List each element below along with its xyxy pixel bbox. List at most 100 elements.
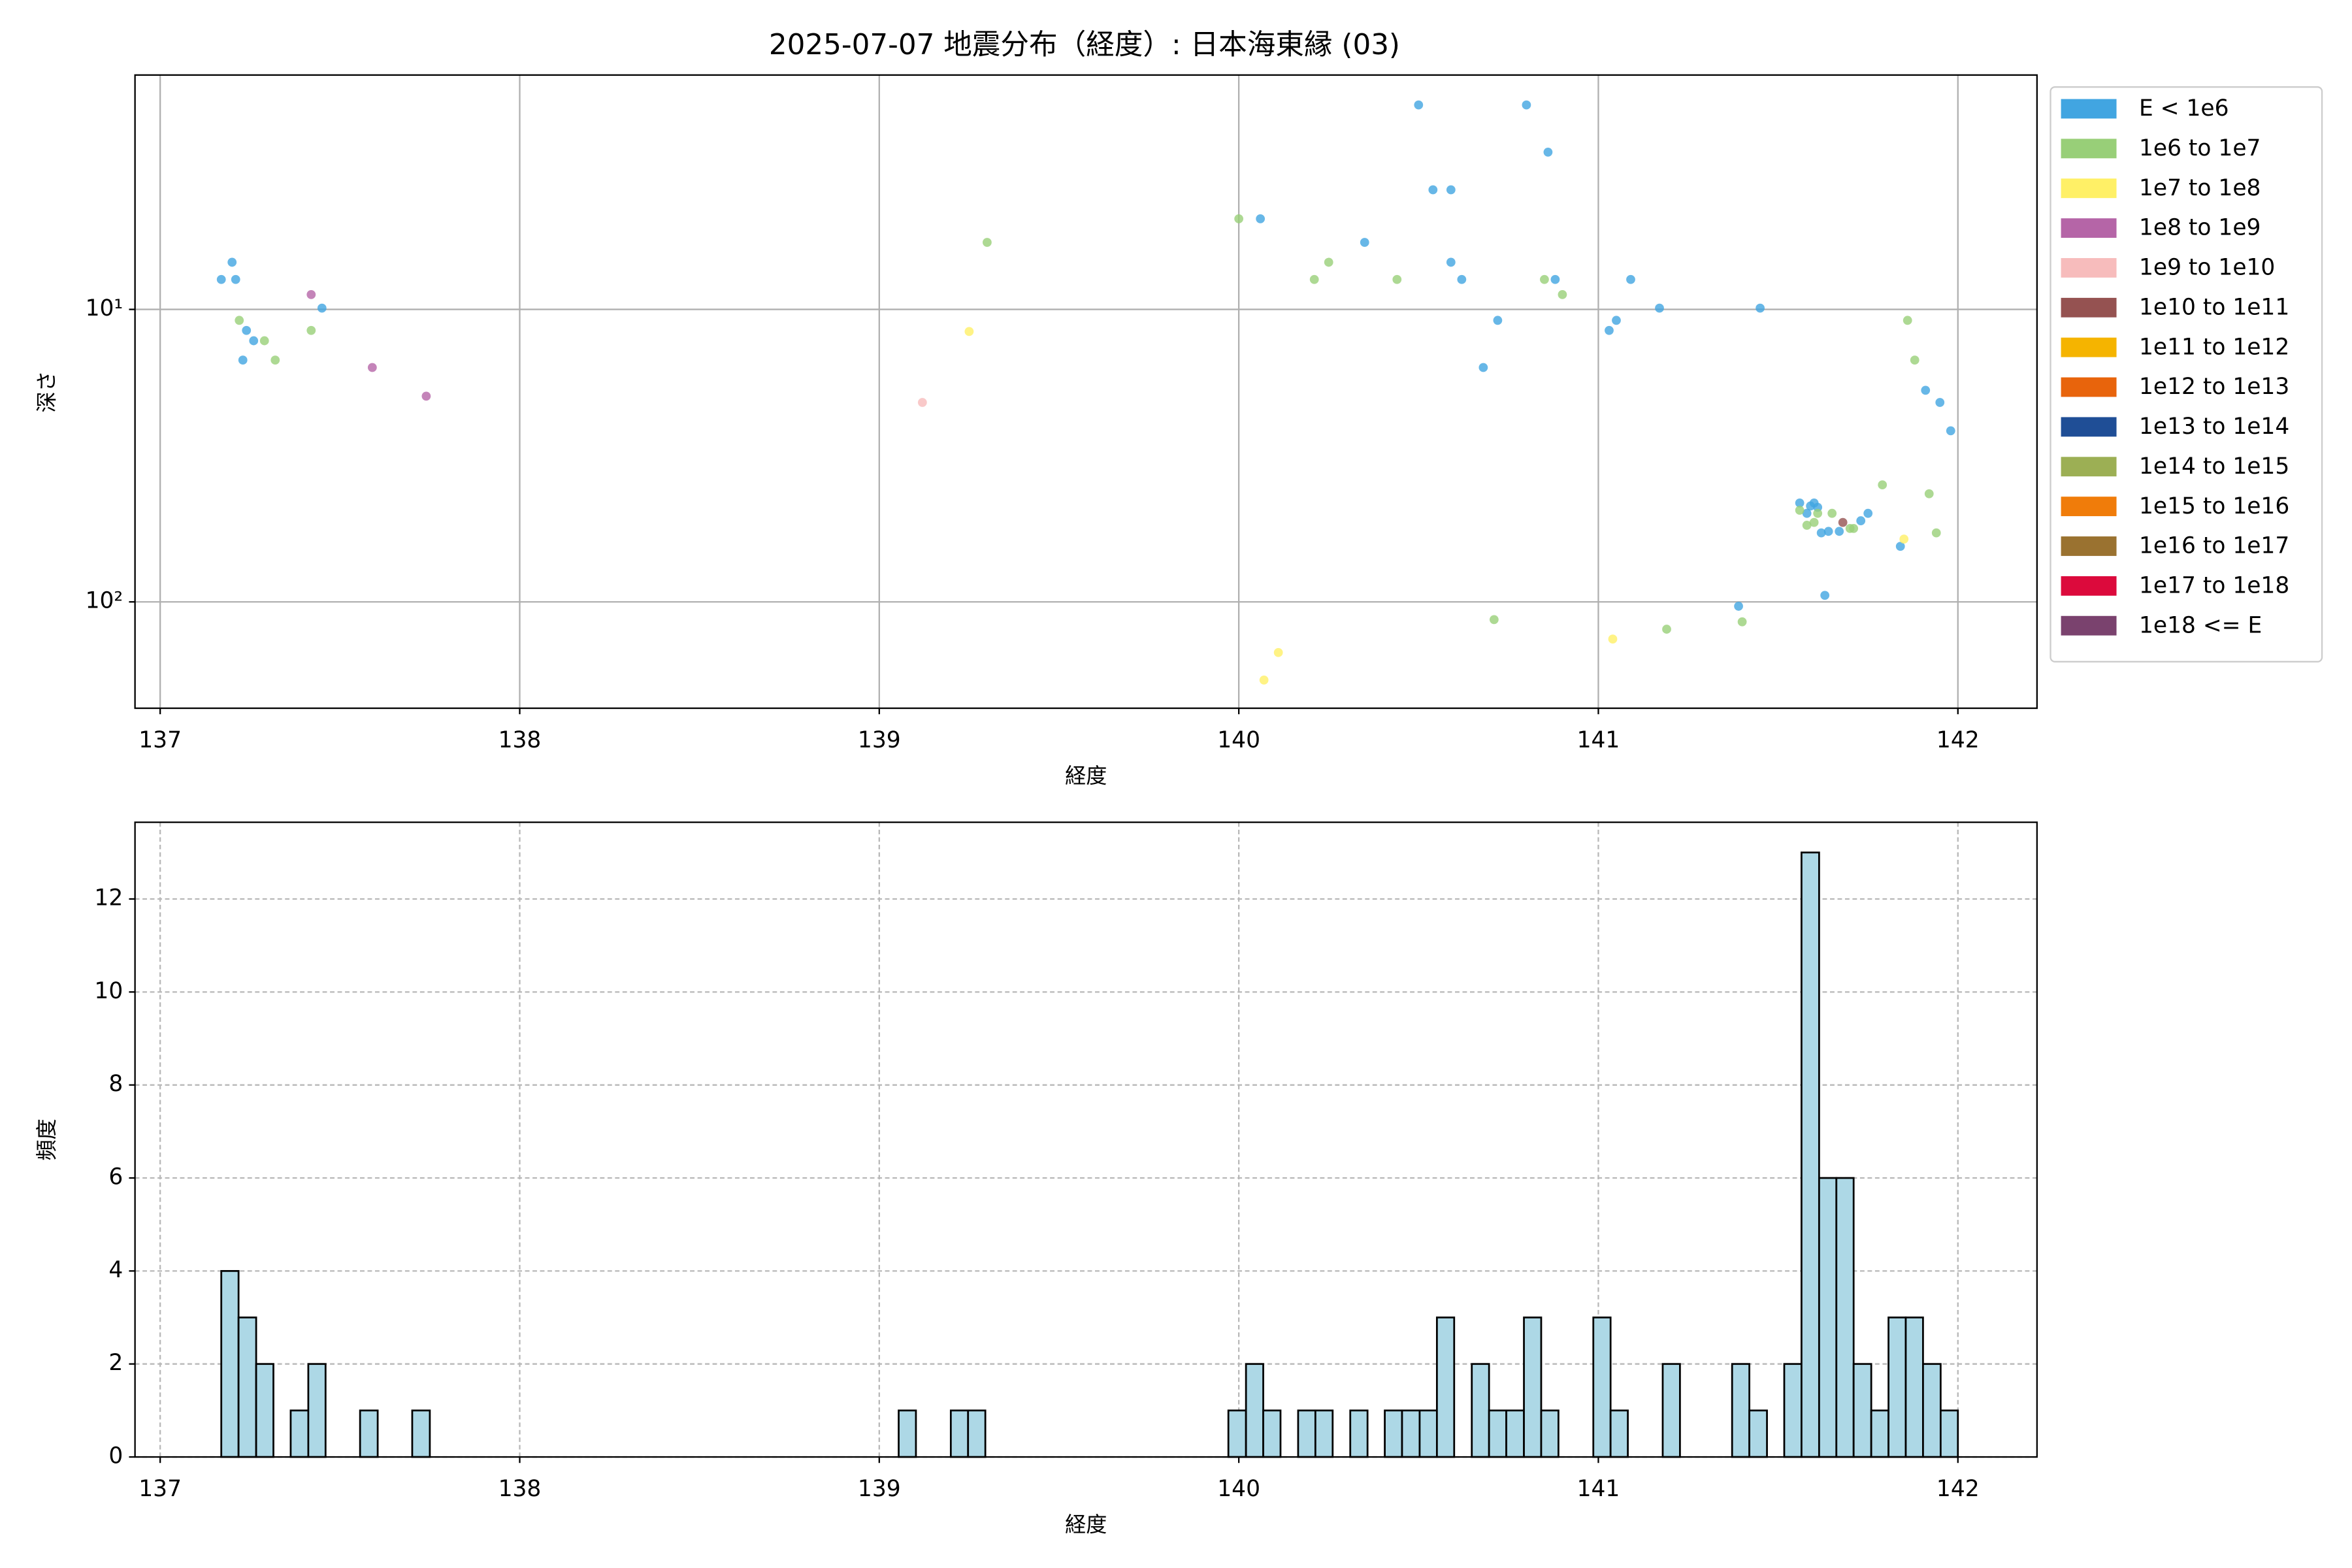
scatter-point [421,391,431,401]
y-tick-label: 12 [94,885,123,911]
x-tick-label: 137 [139,727,182,753]
histogram-bar [1818,1177,1838,1458]
x-tick-label: 142 [1936,1476,1980,1502]
scatter-point [1835,527,1844,536]
histogram-bar [1401,1409,1421,1458]
y-tick-label: 0 [108,1443,123,1469]
scatter-point [1493,316,1503,325]
scatter-point [1820,591,1830,600]
scatter-point [1795,506,1805,515]
scatter-point [270,355,280,365]
legend-swatch [2061,536,2117,556]
legend-label: 1e13 to 1e14 [2139,414,2289,440]
scatter-point [259,336,269,346]
legend-label: 1e9 to 1e10 [2139,255,2275,281]
scatter-point [1309,274,1319,284]
histogram-bar [1505,1409,1525,1458]
legend-label: 1e15 to 1e16 [2139,493,2289,519]
histogram-bar [1592,1316,1612,1458]
histogram-bar [1314,1409,1334,1458]
scatter-point [231,274,240,284]
y-tick-label: 10² [86,588,123,614]
legend-swatch [2061,497,2117,517]
scatter-point [1931,528,1941,538]
scatter-point [1813,508,1823,518]
x-tick-label: 141 [1577,727,1620,753]
histogram-bar [237,1316,257,1458]
histogram-bar [1887,1316,1907,1458]
y-tick-label: 8 [108,1071,123,1097]
y-tick-label: 2 [108,1350,123,1376]
scatter-point [1823,527,1833,536]
legend-swatch [2061,417,2117,437]
histogram-bar [1939,1409,1959,1458]
legend-swatch [2061,337,2117,357]
scatter-point [1756,303,1765,313]
histogram-bar [1835,1177,1855,1458]
scatter-point [1662,625,1671,634]
histogram-bar [1783,1363,1803,1458]
scatter-point [216,274,226,284]
legend-swatch [2061,297,2117,318]
legend-swatch [2061,218,2117,238]
scatter-point [1946,426,1955,436]
x-tick-label: 139 [858,727,901,753]
scatter-point [1921,385,1931,395]
histogram-bar [1523,1316,1543,1458]
scatter-point [1543,148,1553,157]
scatter-point [1324,257,1333,267]
scatter-point [1899,534,1909,544]
scatter-point [367,363,377,372]
legend-label: 1e16 to 1e17 [2139,533,2289,559]
scatter-point [1827,508,1837,518]
histogram-bar [289,1409,310,1458]
x-tick-label: 140 [1217,727,1260,753]
histogram-bar [1852,1363,1872,1458]
histogram-bar [1435,1316,1456,1458]
histogram-bar [359,1409,379,1458]
scatter-point [1655,303,1664,313]
scatter-point [1234,214,1244,223]
x-tick-label: 142 [1936,727,1980,753]
legend-label: 1e18 <= E [2139,612,2262,638]
scatter-point [1816,528,1826,538]
legend-label: E < 1e6 [2139,95,2229,122]
chart-title: 2025-07-07 地震分布（経度）: 日本海東縁 (03) [769,29,1400,61]
scatter-point [1540,274,1549,284]
scatter-point [1478,363,1488,372]
x-tick-label: 138 [498,727,542,753]
histogram-bar [1297,1409,1316,1458]
scatter-point [1910,355,1919,365]
x-axis-label: 経度 [1065,1512,1107,1537]
scatter-point [917,398,927,407]
histogram-bar [1922,1363,1942,1458]
histogram-bar [949,1409,970,1458]
scatter-point [1489,615,1499,625]
scatter-point [1259,675,1269,685]
scatter-point [306,290,316,299]
scatter-point [1428,185,1438,195]
scatter-point [1849,523,1859,533]
x-tick-label: 140 [1217,1476,1260,1502]
plot-frame [134,74,2038,710]
scatter-point [1256,214,1266,223]
legend-label: 1e14 to 1e15 [2139,453,2289,480]
scatter-point [1809,517,1819,527]
scatter-point [1895,542,1905,551]
y-tick-label: 6 [108,1164,123,1190]
histogram-bar [1418,1409,1438,1458]
scatter-point [317,303,327,313]
legend-swatch [2061,99,2117,119]
scatter-point [1273,647,1283,657]
scatter-point [1446,257,1456,267]
legend-label: 1e6 to 1e7 [2139,135,2261,161]
legend-label: 1e10 to 1e11 [2139,294,2289,320]
histogram-bar [1384,1409,1403,1458]
histogram-bar [255,1363,274,1458]
x-tick-label: 141 [1577,1476,1620,1502]
histogram-bar [307,1363,327,1458]
y-tick-label: 4 [108,1257,123,1283]
scatter-point [242,325,252,335]
histogram-bar [1731,1363,1750,1458]
